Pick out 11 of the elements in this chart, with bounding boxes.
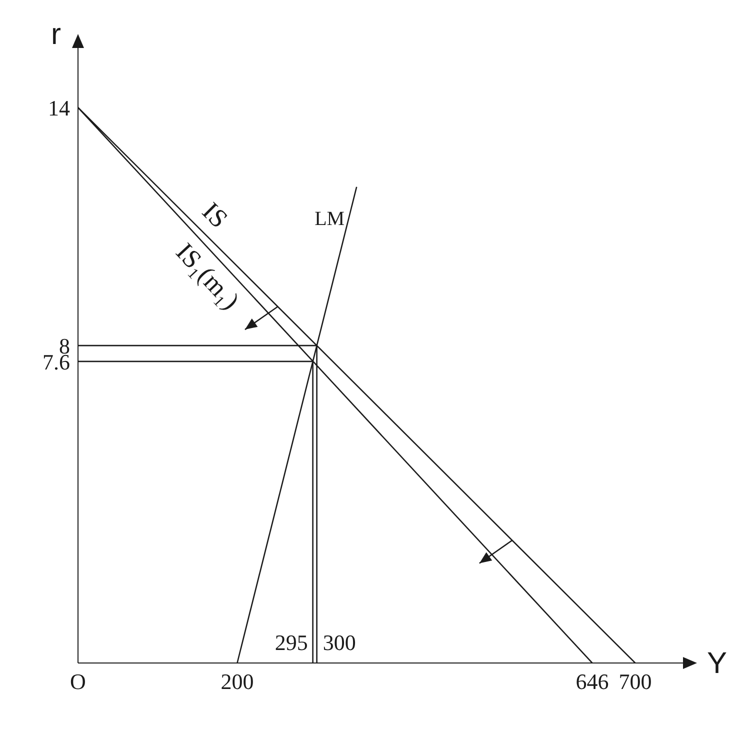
text: IS <box>196 196 234 234</box>
x-tick-label: O <box>70 669 86 694</box>
x-tick-label: 200 <box>220 669 254 694</box>
x-axis-title: Y <box>706 647 728 680</box>
annotation: 300 <box>322 630 356 656</box>
y-tick-label: 14 <box>48 95 70 120</box>
annotation: 295 <box>274 630 308 656</box>
x-tick-label: 646 <box>576 669 609 694</box>
x-tick-label: 700 <box>618 669 652 694</box>
y-axis-title: r <box>51 18 61 51</box>
series-label: LM <box>314 208 345 230</box>
